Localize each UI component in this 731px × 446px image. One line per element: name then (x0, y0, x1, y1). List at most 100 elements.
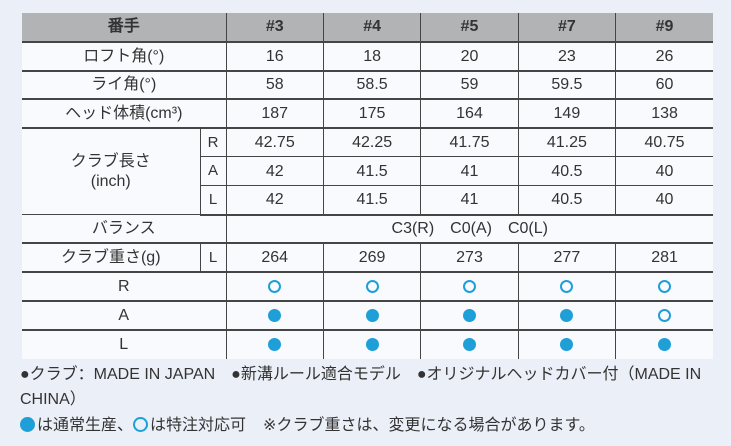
header-col-3: #3 (225, 13, 324, 43)
availability-cell (420, 300, 519, 331)
legend-open-label: は特注対応可 (150, 417, 247, 434)
head-volume-value: 164 (420, 99, 519, 130)
availability-cell (517, 272, 616, 302)
row-club-length-r: クラブ長さ (inch) R 42.75 42.25 41.75 41.25 4… (22, 128, 713, 216)
availability-mark-icon (268, 280, 282, 294)
features-note: ●クラブ：MADE IN JAPAN ●新溝ルール適合モデル ●オリジナルヘッド… (20, 366, 702, 408)
length-value: 41 (420, 156, 519, 187)
availability-mark-icon (560, 338, 574, 352)
loft-value: 20 (420, 41, 519, 72)
balance-value: C3(R) C0(A) C0(L) (225, 214, 713, 245)
length-value: 40 (615, 156, 713, 187)
lie-value: 58 (225, 70, 324, 101)
availability-cell (322, 300, 421, 331)
availability-mark-icon (365, 338, 379, 352)
row-balance: バランス C3(R) C0(A) C0(L) (22, 214, 713, 245)
lie-value: 58.5 (322, 70, 421, 101)
head-volume-value: 138 (615, 99, 713, 130)
length-value: 42 (225, 156, 324, 187)
row-availability-l: L (22, 329, 713, 359)
length-value: 41.5 (322, 156, 421, 187)
weight-value: 281 (615, 243, 713, 274)
open-circle-icon (133, 417, 149, 432)
row-loft: ロフト角(°) 16 18 20 23 26 (22, 41, 713, 72)
availability-legend: は通常生産、 は特注対応可 ※クラブ重さは、変更になる場合があります。 (20, 413, 718, 438)
availability-cell (420, 272, 519, 302)
availability-mark-icon (268, 338, 282, 352)
footer-notes: ●クラブ：MADE IN JAPAN ●新溝ルール適合モデル ●オリジナルヘッド… (20, 362, 718, 438)
length-value: 42.25 (322, 128, 421, 158)
length-value: 42.75 (225, 128, 324, 158)
availability-cell (225, 300, 324, 331)
availability-mark-icon (462, 338, 476, 352)
flex-label-a: A (199, 156, 227, 187)
header-row: 番手 #3 #4 #5 #7 #9 (22, 13, 713, 43)
availability-mark-icon (560, 309, 574, 323)
length-value: 40.75 (615, 128, 713, 158)
row-label-loft: ロフト角(°) (22, 41, 227, 72)
row-lie: ライ角(°) 58 58.5 59 59.5 60 (22, 70, 713, 101)
availability-mark-icon (365, 309, 379, 323)
row-label-club-weight: クラブ重さ(g) (22, 243, 200, 274)
header-col-9: #9 (615, 13, 713, 43)
club-length-unit: (inch) (90, 172, 131, 190)
header-club-number: 番手 (22, 13, 227, 43)
row-label-head-volume: ヘッド体積(cm³) (22, 99, 227, 130)
flex-label-l: L (199, 185, 227, 216)
row-label-balance: バランス (22, 214, 227, 245)
length-value: 40 (615, 185, 713, 216)
availability-mark-icon (268, 309, 282, 323)
row-club-weight: クラブ重さ(g) L 264 269 273 277 281 (22, 243, 713, 274)
availability-cell (615, 300, 713, 331)
length-value: 41.75 (420, 128, 519, 158)
length-value: 41.25 (517, 128, 616, 158)
row-label-availability-r: R (22, 272, 227, 302)
loft-value: 18 (322, 41, 421, 72)
availability-mark-icon (462, 309, 476, 323)
availability-cell (420, 329, 519, 359)
row-availability-r: R (22, 272, 713, 302)
length-value: 42 (225, 185, 324, 216)
availability-cell (322, 329, 421, 359)
weight-change-note: ※クラブ重さは、変更になる場合があります。 (263, 417, 595, 434)
availability-cell (225, 329, 324, 359)
head-volume-value: 187 (225, 99, 324, 130)
availability-mark-icon (658, 309, 672, 323)
loft-value: 26 (615, 41, 713, 72)
lie-value: 59 (420, 70, 519, 101)
weight-value: 264 (225, 243, 324, 274)
lie-value: 60 (615, 70, 713, 101)
row-label-lie: ライ角(°) (22, 70, 227, 101)
header-col-4: #4 (322, 13, 421, 43)
weight-value: 273 (420, 243, 519, 274)
availability-cell (615, 329, 713, 359)
head-volume-value: 175 (322, 99, 421, 130)
header-col-7: #7 (517, 13, 616, 43)
loft-value: 16 (225, 41, 324, 72)
head-volume-value: 149 (517, 99, 616, 130)
weight-value: 277 (517, 243, 616, 274)
header-col-5: #5 (420, 13, 519, 43)
club-spec-table: 番手 #3 #4 #5 #7 #9 ロフト角(°) 16 18 20 23 26… (22, 13, 713, 359)
length-value: 41.5 (322, 185, 421, 216)
flex-label-r: R (199, 128, 227, 158)
filled-circle-icon (20, 417, 35, 432)
length-value: 40.5 (517, 156, 616, 187)
row-head-volume: ヘッド体積(cm³) 187 175 164 149 138 (22, 99, 713, 130)
weight-value: 269 (322, 243, 421, 274)
row-label-availability-l: L (22, 329, 227, 359)
availability-mark-icon (462, 280, 476, 294)
availability-mark-icon (658, 280, 672, 294)
loft-value: 23 (517, 41, 616, 72)
row-club-length-l: L 42 41.5 41 40.5 40 (22, 185, 713, 216)
availability-cell (517, 329, 616, 359)
weight-flex-label: L (199, 243, 227, 274)
availability-cell (225, 272, 324, 302)
row-label-availability-a: A (22, 300, 227, 331)
availability-cell (322, 272, 421, 302)
availability-cell (517, 300, 616, 331)
availability-mark-icon (365, 280, 379, 294)
row-club-length-a: A 42 41.5 41 40.5 40 (22, 156, 713, 187)
availability-mark-icon (560, 280, 574, 294)
